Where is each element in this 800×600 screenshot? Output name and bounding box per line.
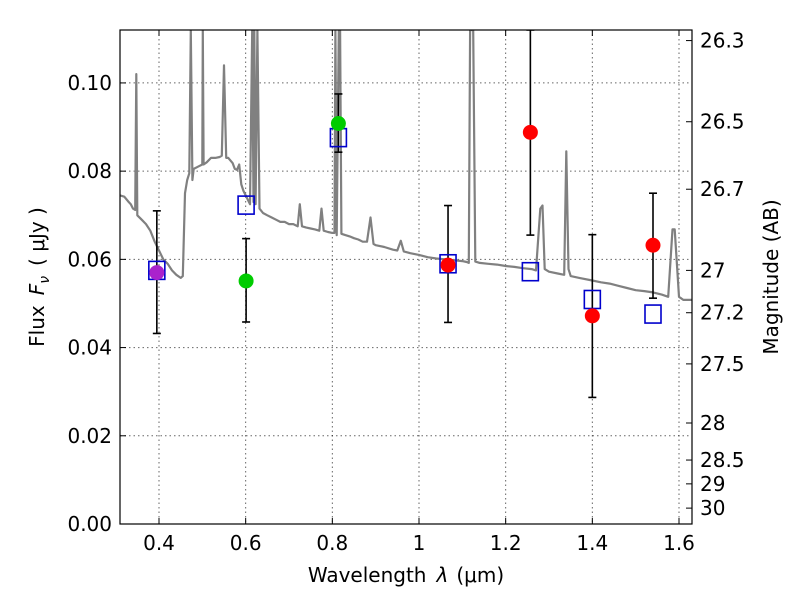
model-flux-square: [644, 304, 662, 324]
errorbar-layer: [152, 30, 657, 399]
y-tick-label: 0.06: [67, 247, 112, 271]
observed-flux-point: [440, 257, 456, 273]
observed-flux-point: [584, 308, 600, 324]
right-tick-label: 30: [700, 496, 725, 520]
x-tick-label: 1.4: [576, 531, 608, 555]
y-tick-label: 0.08: [67, 159, 112, 183]
y-tick-label: 0.04: [67, 336, 112, 360]
right-tick-label: 26.7: [700, 177, 745, 201]
right-axis-title: Magnitude (AB): [759, 199, 783, 354]
observed-flux-point: [330, 116, 346, 132]
spectrum-layer: [120, 30, 692, 301]
plot-frame: [119, 29, 693, 525]
observed-flux-point: [238, 273, 254, 289]
right-tick-label: 27.5: [700, 352, 745, 376]
right-tick-label: 26.5: [700, 110, 745, 134]
y-tick-label: 0.02: [67, 424, 112, 448]
y-axis-ticks: 0.00 0.02 0.04 0.06 0.08 0.10: [67, 71, 126, 536]
right-tick-label: 28.5: [700, 448, 745, 472]
model-flux-square: [237, 195, 255, 215]
model-flux-square: [521, 261, 540, 282]
right-tick-label: 29: [700, 472, 725, 496]
x-tick-label: 1: [413, 531, 426, 555]
y-axis-title: FluxFν( μJy ): [25, 207, 53, 347]
grid: [120, 30, 692, 525]
right-tick-label: 26.3: [700, 29, 745, 53]
x-tick-label: 0.6: [230, 531, 262, 555]
observed-flux-point: [522, 124, 538, 140]
x-axis-title: Wavelength λ (μm): [308, 563, 504, 587]
observed-flux-layer: [149, 116, 661, 324]
observed-flux-point: [149, 265, 165, 281]
x-tick-label: 0.8: [316, 531, 348, 555]
right-tick-label: 28: [700, 411, 725, 435]
right-tick-label: 27: [700, 258, 725, 282]
x-tick-label: 1.2: [490, 531, 522, 555]
model-flux-square: [439, 253, 457, 274]
x-tick-label: 1.6: [663, 531, 695, 555]
y-tick-label: 0.10: [67, 71, 112, 95]
y-tick-label: 0.00: [67, 512, 112, 536]
observed-flux-point: [645, 237, 661, 253]
x-tick-label: 0.4: [143, 531, 175, 555]
model-spectrum-line: [120, 30, 692, 301]
right-tick-label: 27.2: [700, 301, 745, 325]
x-axis-ticks: 0.4 0.6 0.8 1 1.2 1.4 1.6: [143, 30, 695, 555]
